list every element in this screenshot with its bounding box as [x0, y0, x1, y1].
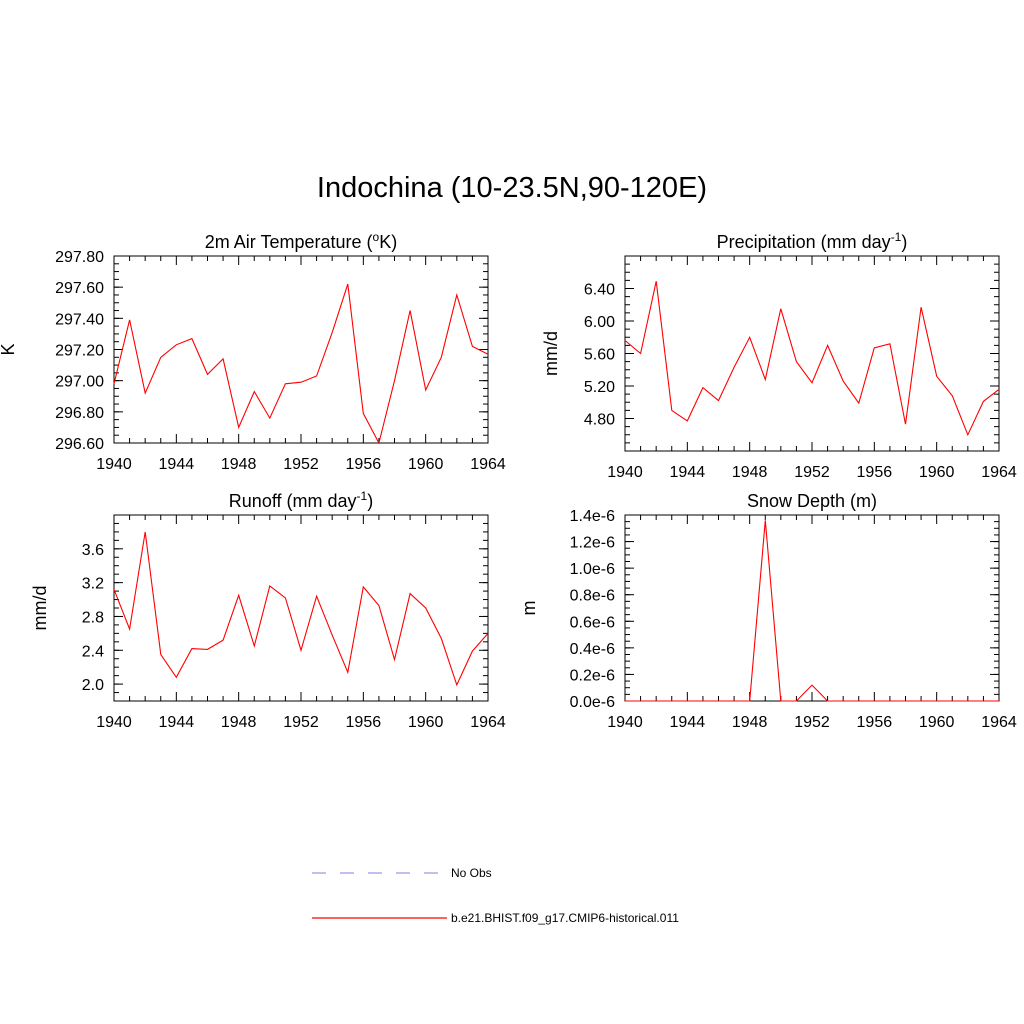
- plot-frame: [624, 514, 1000, 702]
- y-tick-label: 5.20: [584, 379, 615, 396]
- panel-title: Snow Depth (m): [747, 491, 877, 511]
- x-tick-label: 1952: [794, 464, 830, 481]
- y-tick-label: 6.00: [584, 314, 615, 331]
- y-tick-label: 2.4: [82, 643, 104, 660]
- x-tick-label: 1960: [919, 714, 955, 731]
- x-tick-label: 1956: [857, 464, 893, 481]
- series-line-1: [113, 531, 489, 687]
- x-tick-label: 1940: [607, 714, 643, 731]
- x-tick-label: 1944: [159, 714, 195, 731]
- legend: No Obs b.e21.BHIST.f09_g17.CMIP6-histori…: [312, 866, 679, 925]
- y-tick-label: 0.4e-6: [570, 641, 615, 658]
- y-tick-label: 3.6: [82, 542, 104, 559]
- page-title: Indochina (10-23.5N,90-120E): [316, 172, 708, 204]
- x-tick-label: 1952: [794, 714, 830, 731]
- x-tick-label: 1956: [346, 714, 382, 731]
- y-axis-label: mm/d: [541, 331, 561, 376]
- y-tick-label: 2.8: [82, 609, 104, 626]
- y-tick-label: 5.60: [584, 347, 615, 364]
- y-tick-label: 297.20: [55, 343, 104, 360]
- y-tick-label: 1.2e-6: [570, 535, 615, 552]
- x-tick-label: 1964: [470, 714, 506, 731]
- y-axis-label: m: [519, 601, 539, 616]
- panel-title: 2m Air Temperature (oK): [205, 230, 397, 252]
- x-tick-label: 1944: [670, 714, 706, 731]
- y-tick-label: 297.60: [55, 280, 104, 297]
- y-tick-label: 297.80: [55, 249, 104, 266]
- x-tick-label: 1964: [981, 714, 1017, 731]
- y-tick-label: 297.00: [55, 374, 104, 391]
- x-tick-label: 1940: [96, 456, 132, 473]
- x-tick-label: 1956: [857, 714, 893, 731]
- x-tick-label: 1952: [283, 714, 319, 731]
- panel-title: Runoff (mm day-1): [229, 489, 373, 511]
- y-tick-label: 4.80: [584, 412, 615, 429]
- x-tick-label: 1964: [470, 456, 506, 473]
- legend-obs-label: No Obs: [451, 866, 492, 880]
- x-tick-label: 1964: [981, 464, 1017, 481]
- y-axis-label: K: [0, 343, 18, 355]
- y-tick-label: 0.2e-6: [570, 667, 615, 684]
- y-tick-label: 0.0e-6: [570, 694, 615, 711]
- x-tick-label: 1948: [732, 464, 768, 481]
- plot-frame: [113, 514, 489, 702]
- x-tick-label: 1940: [96, 714, 132, 731]
- y-tick-label: 0.6e-6: [570, 614, 615, 631]
- x-tick-label: 1960: [919, 464, 955, 481]
- series-line-1: [625, 520, 999, 702]
- y-tick-label: 1.4e-6: [570, 508, 615, 525]
- y-tick-label: 2.0: [82, 677, 104, 694]
- x-tick-label: 1948: [732, 714, 768, 731]
- series-line-1: [113, 283, 489, 445]
- chart-panel-2: 1940 1944 1948 1952 1956 1960 1964 4.80 5.20 5.60…: [541, 230, 1017, 481]
- y-tick-label: 296.60: [55, 436, 104, 453]
- panel-title: Precipitation (mm day-1): [717, 230, 908, 252]
- x-tick-label: 1952: [283, 456, 319, 473]
- x-tick-label: 1940: [607, 464, 643, 481]
- x-tick-label: 1944: [670, 464, 706, 481]
- x-tick-label: 1948: [221, 714, 257, 731]
- chart-panel-1: 1940 1944 1948 1952 1956 1960 1964 296.60 296.80…: [0, 230, 506, 473]
- x-tick-label: 1944: [159, 456, 195, 473]
- chart-panel-4: 1940 1944 1948 1952 1956 1960 1964 0.0e-6 0.2e-6…: [519, 491, 1017, 731]
- y-tick-label: 0.8e-6: [570, 588, 615, 605]
- x-tick-label: 1960: [408, 714, 444, 731]
- x-tick-label: 1956: [346, 456, 382, 473]
- legend-model-label: b.e21.BHIST.f09_g17.CMIP6-historical.011: [451, 911, 679, 925]
- y-tick-label: 6.40: [584, 282, 615, 299]
- chart-panel-3: 1940 1944 1948 1952 1956 1960 1964 2.0 2.4 2.8 3.2…: [30, 489, 506, 731]
- y-tick-label: 1.0e-6: [570, 561, 615, 578]
- series-line-1: [624, 281, 1000, 437]
- y-axis-label: mm/d: [30, 586, 50, 631]
- y-tick-label: 297.40: [55, 311, 104, 328]
- y-tick-label: 296.80: [55, 405, 104, 422]
- x-tick-label: 1948: [221, 456, 257, 473]
- y-tick-label: 3.2: [82, 576, 104, 593]
- x-tick-label: 1960: [408, 456, 444, 473]
- plot-frame: [624, 255, 1000, 452]
